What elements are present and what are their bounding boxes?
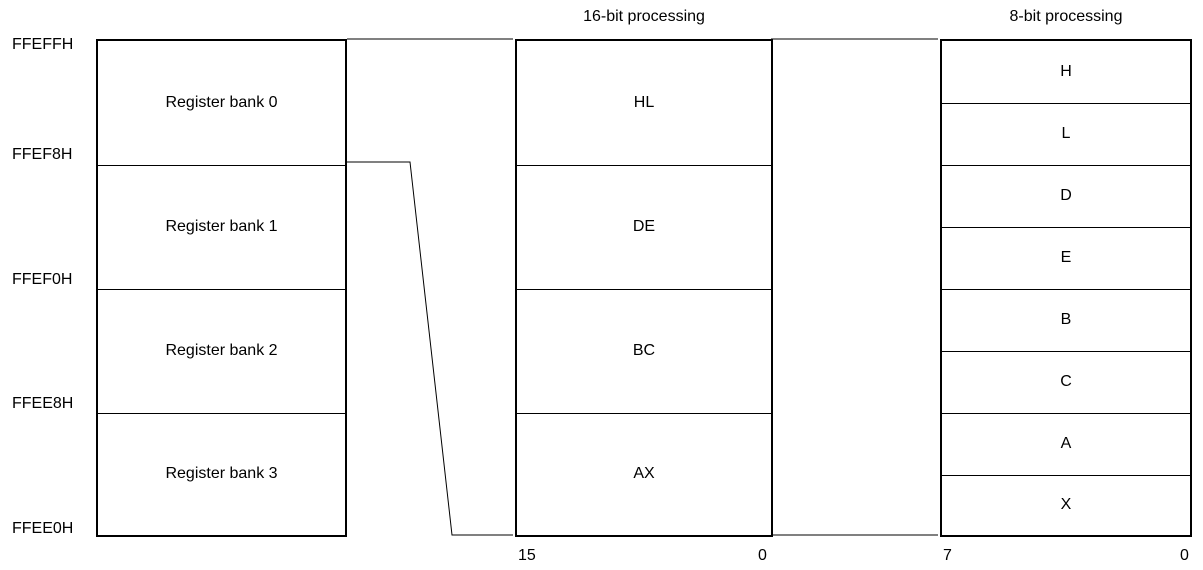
address-label-ffef0h: FFEF0H — [12, 271, 73, 288]
register-a-label: A — [1060, 435, 1072, 452]
register-h: H — [942, 41, 1190, 104]
register-bank-1: Register bank 1 — [98, 165, 345, 290]
eight-bit-header: 8-bit processing — [1009, 8, 1123, 25]
register-pair-hl: HL — [517, 41, 771, 166]
register-banks-column: Register bank 0 Register bank 1 Register… — [96, 39, 347, 537]
regs-bit-low: 0 — [1180, 547, 1189, 564]
address-label-ffef8h: FFEF8H — [12, 146, 73, 163]
address-label-ffee0h: FFEE0H — [12, 520, 74, 537]
register-pair-hl-label: HL — [633, 94, 655, 111]
address-label-ffeffh: FFEFFH — [12, 36, 74, 53]
register-bank-2: Register bank 2 — [98, 289, 345, 414]
register-bank-3: Register bank 3 — [98, 413, 345, 535]
register-e: E — [942, 227, 1190, 290]
register-pair-de: DE — [517, 165, 771, 290]
register-h-label: H — [1060, 63, 1072, 80]
regs-bit-high: 7 — [943, 547, 952, 564]
register-pair-bc-label: BC — [632, 342, 656, 359]
register-pair-ax-label: AX — [633, 465, 655, 482]
register-l-label: L — [1061, 125, 1071, 142]
register-bank-0: Register bank 0 — [98, 41, 345, 166]
register-pair-de-label: DE — [632, 218, 656, 235]
register-pairs-column: HL DE BC AX — [515, 39, 773, 537]
register-c: C — [942, 351, 1190, 414]
connector-zoom-bank0 — [347, 161, 513, 536]
register-d-label: D — [1060, 187, 1072, 204]
register-b: B — [942, 289, 1190, 352]
register-bank-3-label: Register bank 3 — [165, 465, 278, 482]
register-x: X — [942, 475, 1190, 535]
register-d: D — [942, 165, 1190, 228]
register-bank-0-label: Register bank 0 — [165, 94, 278, 111]
register-e-label: E — [1060, 249, 1072, 266]
pairs-bit-high: 15 — [518, 547, 536, 564]
register-pair-ax: AX — [517, 413, 771, 535]
register-bank-2-label: Register bank 2 — [165, 342, 278, 359]
register-x-label: X — [1060, 496, 1072, 513]
address-label-ffee8h: FFEE8H — [12, 395, 74, 412]
register-a: A — [942, 413, 1190, 476]
register-b-label: B — [1060, 311, 1072, 328]
register-bank-1-label: Register bank 1 — [165, 218, 278, 235]
register-l: L — [942, 103, 1190, 166]
register-c-label: C — [1060, 373, 1072, 390]
register-pair-bc: BC — [517, 289, 771, 414]
pairs-bit-low: 0 — [758, 547, 767, 564]
sixteen-bit-header: 16-bit processing — [583, 8, 705, 25]
registers-column: H L D E B C A X — [940, 39, 1192, 537]
